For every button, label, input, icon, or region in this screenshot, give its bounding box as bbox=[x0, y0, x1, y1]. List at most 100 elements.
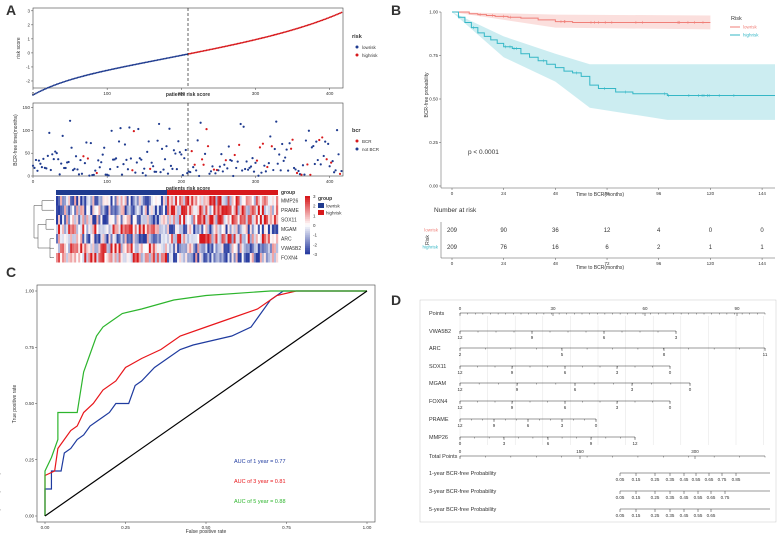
a3-cell bbox=[162, 196, 166, 206]
a1-point bbox=[58, 82, 61, 85]
a3-group-bar-lowrisk bbox=[56, 190, 167, 195]
a3-cell bbox=[241, 253, 244, 263]
a3-cell bbox=[179, 243, 182, 253]
a3-cell bbox=[233, 234, 236, 244]
a3-cell bbox=[263, 253, 267, 263]
a1-point bbox=[173, 55, 175, 58]
a3-scale-tick-label: 0 bbox=[313, 223, 316, 228]
a1-point bbox=[336, 13, 338, 16]
a3-cell bbox=[140, 196, 143, 206]
a3-cell bbox=[72, 205, 75, 215]
a3-cell bbox=[158, 224, 162, 234]
d-tick-label: 6 bbox=[564, 405, 567, 410]
a2-point bbox=[171, 167, 174, 170]
panel-d-label: D bbox=[391, 292, 402, 308]
b-legend-title: Risk bbox=[731, 16, 742, 22]
a3-cell bbox=[203, 215, 206, 225]
a3-cell bbox=[189, 243, 192, 253]
d-row-label: FOXN4 bbox=[429, 399, 447, 405]
a2-point bbox=[295, 171, 299, 175]
a3-cell bbox=[229, 253, 232, 263]
a3-cell bbox=[223, 205, 226, 215]
a1-y-axis-title: risk score bbox=[16, 37, 22, 59]
a3-cell bbox=[269, 224, 273, 234]
a3-cell bbox=[76, 234, 79, 244]
a3-cell bbox=[253, 253, 256, 263]
a3-cell bbox=[211, 253, 214, 263]
d-tick-label: 3 bbox=[616, 370, 619, 375]
a2-point bbox=[269, 135, 272, 138]
a3-cell bbox=[221, 234, 224, 244]
a3-cell bbox=[259, 234, 263, 244]
a3-cell bbox=[187, 234, 190, 244]
a3-cell bbox=[148, 205, 152, 215]
b-risk-row-label-lowrisk: lowrisk bbox=[424, 228, 439, 233]
a3-cell bbox=[269, 253, 273, 263]
a3-cell bbox=[66, 224, 69, 234]
a3-cell bbox=[164, 234, 168, 244]
a3-cell bbox=[80, 243, 83, 253]
b-risk-x-tick-label: 120 bbox=[707, 261, 715, 266]
d-tick-label: 5 bbox=[561, 352, 564, 357]
d-tick-label: 0 bbox=[459, 306, 462, 311]
a2-point bbox=[116, 165, 119, 169]
a3-cell bbox=[112, 196, 115, 206]
a3-cell bbox=[237, 253, 240, 263]
a3-cell bbox=[267, 196, 271, 206]
a3-scale-segment bbox=[305, 209, 310, 212]
a3-cell bbox=[227, 253, 230, 263]
a1-point bbox=[51, 85, 54, 87]
a2-point bbox=[141, 171, 144, 175]
a2-point bbox=[270, 145, 273, 148]
a2-point bbox=[212, 168, 216, 171]
a1-x-axis-title: patients risk score bbox=[166, 92, 210, 98]
c-y-tick-label: 0.50 bbox=[25, 401, 34, 406]
a2-point bbox=[120, 173, 124, 176]
a3-cell bbox=[112, 215, 115, 225]
a3-cell bbox=[175, 234, 178, 244]
a3-cell bbox=[86, 196, 89, 206]
a3-cell bbox=[156, 243, 160, 253]
b-ci-band-highrisk bbox=[452, 12, 775, 120]
a2-point bbox=[83, 161, 87, 165]
a1-point bbox=[88, 73, 91, 76]
a1-point bbox=[195, 51, 198, 54]
a3-cell bbox=[150, 253, 154, 263]
a3-cell bbox=[82, 243, 85, 253]
a3-cell bbox=[136, 234, 139, 244]
a2-point bbox=[55, 152, 58, 155]
a3-cell bbox=[195, 205, 198, 215]
c-x-tick-label: 0.25 bbox=[121, 525, 130, 530]
a3-cell bbox=[124, 215, 127, 225]
a3-dendrogram bbox=[33, 200, 54, 258]
b-y-axis-title: BCR-free probability bbox=[424, 72, 430, 118]
a3-cell bbox=[124, 205, 127, 215]
a3-cell bbox=[104, 205, 107, 215]
a3-cell bbox=[175, 205, 178, 215]
a3-cell bbox=[173, 224, 176, 234]
a3-cell bbox=[156, 215, 160, 225]
a3-cell bbox=[225, 243, 228, 253]
a3-cell bbox=[94, 205, 97, 215]
a3-cell bbox=[104, 224, 107, 234]
a3-cell bbox=[114, 234, 117, 244]
a3-cell bbox=[249, 215, 252, 225]
a3-scale-segment bbox=[305, 246, 310, 249]
a2-point bbox=[34, 158, 38, 162]
a3-cell bbox=[187, 215, 190, 225]
a3-scale-segment bbox=[305, 230, 310, 234]
a3-cell bbox=[102, 243, 105, 253]
d-tick-label: 9 bbox=[493, 423, 496, 428]
a3-cell bbox=[70, 196, 73, 206]
b-y-tick-label: 0.75 bbox=[429, 53, 438, 58]
a3-cell bbox=[261, 234, 265, 244]
d-tick-label: 0.05 bbox=[616, 477, 625, 482]
a3-cell bbox=[106, 243, 109, 253]
a3-cell bbox=[179, 253, 182, 263]
a3-cell bbox=[167, 196, 170, 206]
a3-cell bbox=[152, 205, 156, 215]
a2-point bbox=[221, 170, 224, 173]
a3-cell bbox=[146, 253, 150, 263]
a3-cell bbox=[138, 253, 141, 263]
a2-point bbox=[144, 174, 147, 177]
